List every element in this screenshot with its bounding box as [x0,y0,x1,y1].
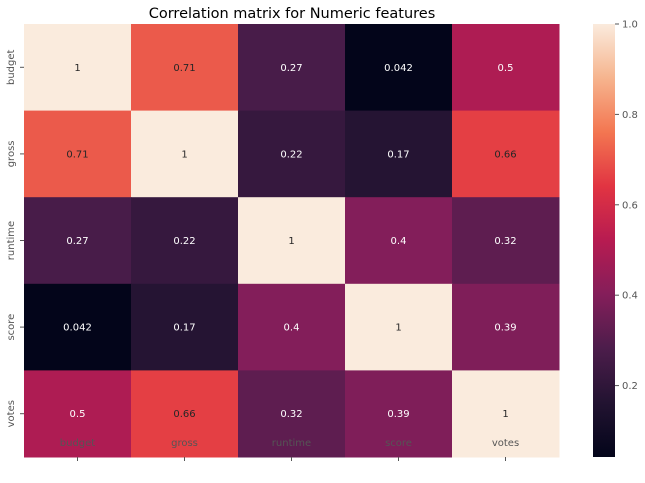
heatmap-cell [24,24,132,112]
x-axis: budget gross runtime score votes [60,438,519,461]
cell-value-label: 1 [181,149,187,160]
heatmap-cell [345,197,453,285]
colorbar-tick-label: 0.6 [622,200,638,211]
cell-value-label: 0.71 [66,149,88,160]
cell-value-label: 0.27 [280,63,302,74]
cell-value-label: 0.5 [498,63,514,74]
cell-value-label: 0.5 [70,409,86,420]
cell-value-label: 0.042 [63,323,92,334]
heatmap-cell [24,110,132,198]
heatmap-cell [452,283,560,371]
y-tick-label: budget [6,50,17,86]
cell-value-label: 0.17 [173,323,195,334]
heatmap-cell [345,370,453,458]
cell-value-label: 1 [74,63,80,74]
heatmap-cell [131,197,239,285]
y-tick-label: runtime [6,221,17,260]
x-tick-label: gross [171,438,198,449]
heatmap-cells [24,24,560,458]
colorbar-tick-label: 0.4 [622,291,638,302]
chart-title: Correlation matrix for Numeric features [149,6,436,22]
heatmap-cell [452,370,560,458]
cell-value-label: 1 [395,323,401,334]
colorbar-tick-label: 1.0 [622,20,638,31]
x-tick-label: runtime [272,438,311,449]
heatmap-cell [131,283,239,371]
heatmap-cell [238,197,346,285]
heatmap-cell [345,24,453,112]
y-tick-label: score [6,314,17,341]
cell-value-label: 0.17 [387,149,409,160]
heatmap-cell [131,24,239,112]
heatmap-cell [24,197,132,285]
cell-value-label: 0.66 [173,409,195,420]
cell-value-label: 0.66 [494,149,516,160]
heatmap-cell [238,283,346,371]
colorbar-tick-label: 0.2 [622,381,638,392]
cell-value-label: 0.39 [387,409,409,420]
heatmap-cell [238,370,346,458]
cell-value-label: 0.27 [66,236,88,247]
heatmap-cell [452,110,560,198]
colorbar-gradient [593,24,615,457]
colorbar-tick-label: 0.8 [622,110,638,121]
heatmap-cell [452,24,560,112]
cell-value-label: 1 [288,236,294,247]
colorbar: 0.2 0.4 0.6 0.8 1.0 [593,20,638,457]
heatmap-cell [24,283,132,371]
heatmap-cell [345,283,453,371]
heatmap-cell [24,370,132,458]
heatmap-cell [452,197,560,285]
cell-value-label: 0.32 [494,236,516,247]
cell-value-label: 0.042 [384,63,413,74]
cell-value-label: 0.4 [284,323,300,334]
heatmap-cell [238,24,346,112]
cell-value-label: 0.39 [494,323,516,334]
heatmap-cell [238,110,346,198]
cell-value-label: 0.22 [173,236,195,247]
x-tick-label: score [385,438,412,449]
heatmap-cell [131,370,239,458]
cell-value-label: 0.4 [391,236,407,247]
cell-value-label: 1 [502,409,508,420]
heatmap-cell-labels: 1 0.71 0.27 0.042 0.5 0.71 1 0.22 0.17 0.66 0.27 0.… [63,63,516,420]
cell-value-label: 0.22 [280,149,302,160]
heatmap-cell [131,110,239,198]
x-tick-label: votes [492,438,519,449]
y-tick-label: gross [6,141,17,168]
cell-value-label: 0.71 [173,63,195,74]
y-tick-label: votes [6,400,17,427]
y-axis: budget gross runtime score votes [6,50,24,427]
x-tick-label: budget [60,438,96,449]
heatmap-cell [345,110,453,198]
cell-value-label: 0.32 [280,409,302,420]
colorbar-ticks: 0.2 0.4 0.6 0.8 1.0 [615,20,638,392]
